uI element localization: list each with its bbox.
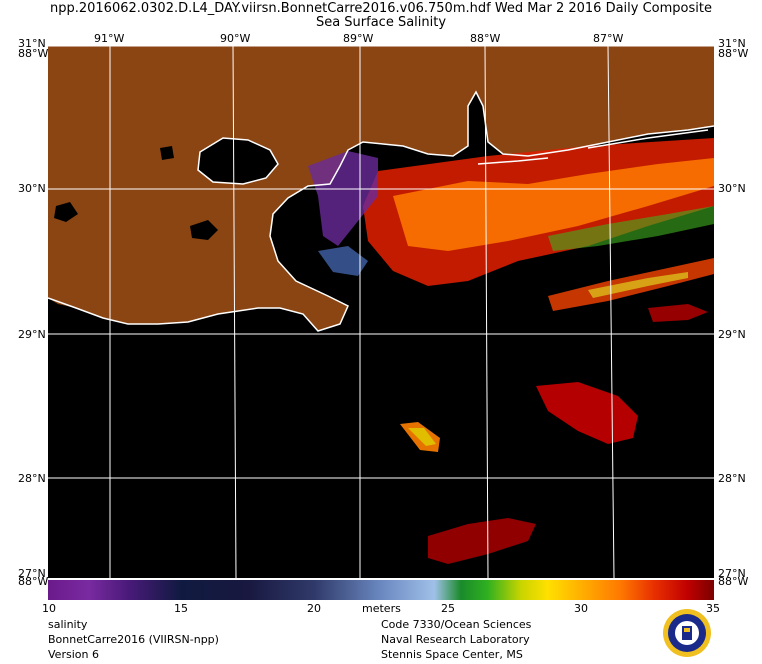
lon-overlay-right-top: 88°W [718, 47, 749, 60]
footer-version: Version 6 [48, 648, 99, 661]
lon-label-87w: 87°W [593, 32, 624, 45]
lon-label-88w: 88°W [470, 32, 501, 45]
salinity-band-blue [318, 246, 368, 276]
navy-seal-logo [663, 609, 711, 657]
lat-label-30n-left: 30°N [18, 182, 46, 195]
lon-label-89w: 89°W [343, 32, 374, 45]
lon-overlay-right-bottom: 88°W [718, 575, 749, 588]
salinity-patch-south [428, 518, 536, 564]
lat-label-31n-left: 31°N [18, 37, 46, 50]
salinity-streak-south-east [648, 304, 708, 322]
lon-label-91w: 91°W [94, 32, 125, 45]
lake-small-3 [54, 202, 78, 222]
salinity-patch-offshore-1 [536, 382, 638, 444]
salinity-band-orange [393, 158, 714, 251]
salinity-map [48, 46, 714, 578]
salinity-colorbar [48, 580, 714, 600]
lon-line-88w [484, 46, 489, 578]
lat-label-28n-left: 28°N [18, 472, 46, 485]
footer-dataset: BonnetCarre2016 (VIIRSN-npp) [48, 633, 219, 646]
map-canvas [48, 46, 714, 578]
lat-label-27n-left: 27°N [18, 567, 46, 580]
footer-product: salinity [48, 618, 88, 631]
lat-label-31n-right: 31°N [718, 37, 746, 50]
colorbar-tick-15: 15 [174, 602, 188, 615]
lake-small-1 [190, 220, 218, 240]
lake-small-2 [160, 146, 174, 160]
colorbar-tick-35: 35 [706, 602, 720, 615]
lon-overlay-left-bottom: 88°W [18, 575, 49, 588]
salinity-band-green [548, 206, 714, 251]
colorbar-units: meters [362, 602, 401, 615]
land-mass [48, 46, 714, 331]
colorbar-tick-25: 25 [441, 602, 455, 615]
image-subtitle: Sea Surface Salinity [315, 15, 447, 30]
lon-line-90w [232, 46, 237, 578]
colorbar-tick-30: 30 [574, 602, 588, 615]
coastline [48, 90, 714, 332]
lake-outline [197, 137, 279, 185]
lon-overlay-left-top: 88°W [18, 47, 49, 60]
lat-label-29n-right: 29°N [718, 328, 746, 341]
colorbar-tick-10: 10 [42, 602, 56, 615]
lat-label-28n-right: 28°N [718, 472, 746, 485]
barrier-islands [477, 129, 709, 165]
lon-label-90w: 90°W [220, 32, 251, 45]
image-title: npp.2016062.0302.D.L4_DAY.viirsn.BonnetC… [49, 1, 712, 16]
footer-lab: Naval Research Laboratory [381, 633, 530, 646]
lat-label-27n-right: 27°N [718, 567, 746, 580]
lake-pontchartrain [198, 138, 278, 184]
graticule [48, 46, 714, 578]
lon-line-87w [607, 46, 615, 578]
salinity-streak-yellow [588, 272, 688, 298]
colorbar-tick-20: 20 [307, 602, 321, 615]
lat-label-29n-left: 29°N [18, 328, 46, 341]
salinity-patch-offshore-3 [408, 428, 436, 446]
lat-label-30n-right: 30°N [718, 182, 746, 195]
footer-code: Code 7330/Ocean Sciences [381, 618, 532, 631]
footer-location: Stennis Space Center, MS [381, 648, 523, 661]
